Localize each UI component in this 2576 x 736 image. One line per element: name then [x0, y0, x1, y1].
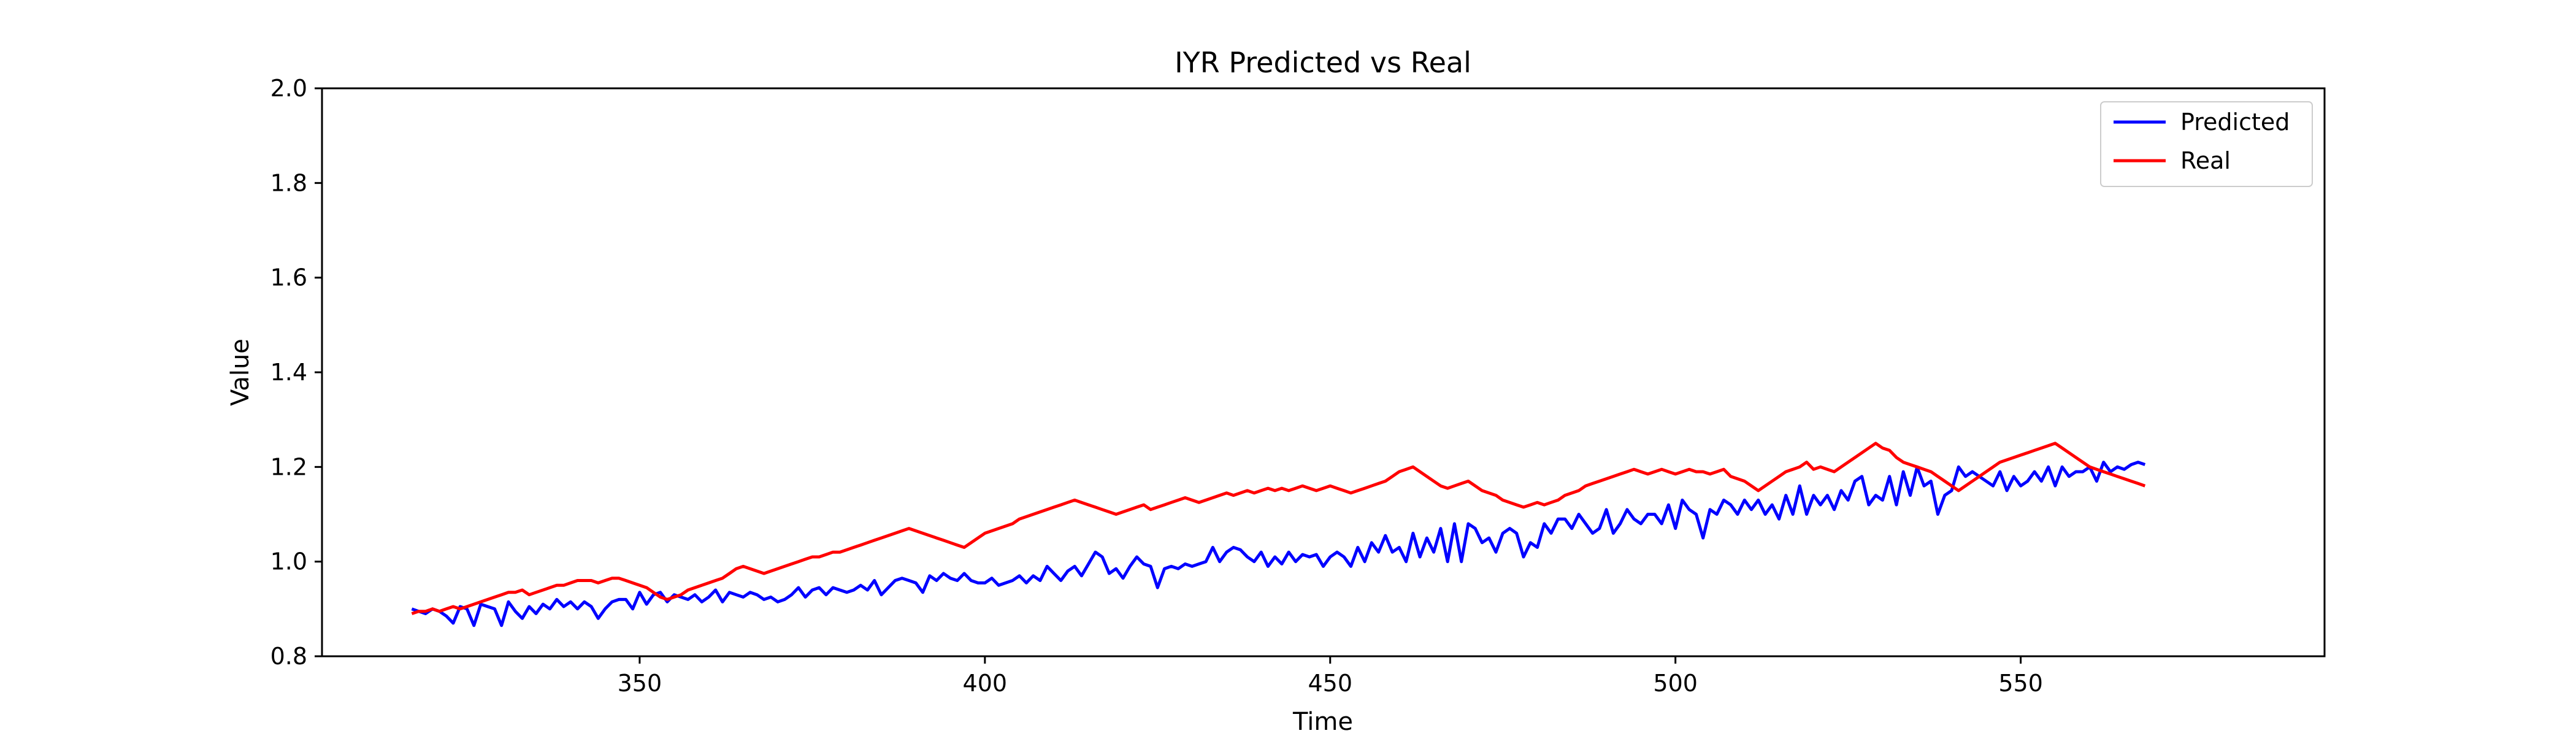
x-tick-label: 350 — [618, 670, 662, 697]
chart-title: IYR Predicted vs Real — [1175, 46, 1471, 79]
x-axis-ticks: 350 400 450 500 550 — [618, 656, 2043, 697]
y-tick-label: 1.2 — [270, 453, 307, 480]
plot-frame — [321, 87, 2326, 657]
x-tick-label: 500 — [1653, 670, 1698, 697]
legend-label-predicted: Predicted — [2180, 109, 2290, 136]
x-tick-label: 400 — [963, 670, 1008, 697]
x-axis-label: Time — [1292, 708, 1353, 736]
series-line-real — [411, 442, 2146, 615]
y-tick-label: 1.4 — [270, 359, 307, 386]
y-axis-ticks: 0.8 1.0 1.2 1.4 1.6 1.8 2.0 — [270, 75, 322, 670]
series-line-predicted — [411, 461, 2146, 627]
legend: Predicted Real — [2100, 101, 2313, 187]
series-layer — [411, 442, 2146, 627]
x-tick-label: 550 — [1998, 670, 2043, 697]
y-tick-label: 1.6 — [270, 264, 307, 291]
x-tick-label: 450 — [1308, 670, 1352, 697]
y-tick-label: 1.0 — [270, 548, 307, 575]
y-axis-label: Value — [226, 339, 255, 406]
y-tick-label: 0.8 — [270, 643, 307, 670]
y-tick-label: 1.8 — [270, 169, 307, 196]
y-tick-label: 2.0 — [270, 75, 307, 102]
legend-label-real: Real — [2180, 147, 2231, 174]
